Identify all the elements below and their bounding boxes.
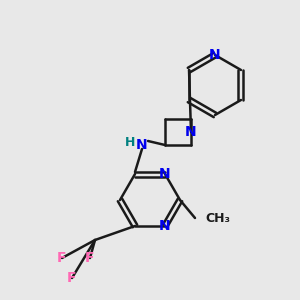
Text: F: F bbox=[67, 271, 77, 285]
Text: N: N bbox=[159, 167, 171, 181]
Text: N: N bbox=[209, 48, 221, 62]
Text: N: N bbox=[159, 219, 171, 233]
Text: N: N bbox=[185, 125, 197, 139]
Text: N: N bbox=[136, 138, 148, 152]
Text: F: F bbox=[85, 251, 95, 265]
Text: H: H bbox=[125, 136, 135, 149]
Text: F: F bbox=[57, 251, 67, 265]
Text: CH₃: CH₃ bbox=[205, 212, 230, 224]
